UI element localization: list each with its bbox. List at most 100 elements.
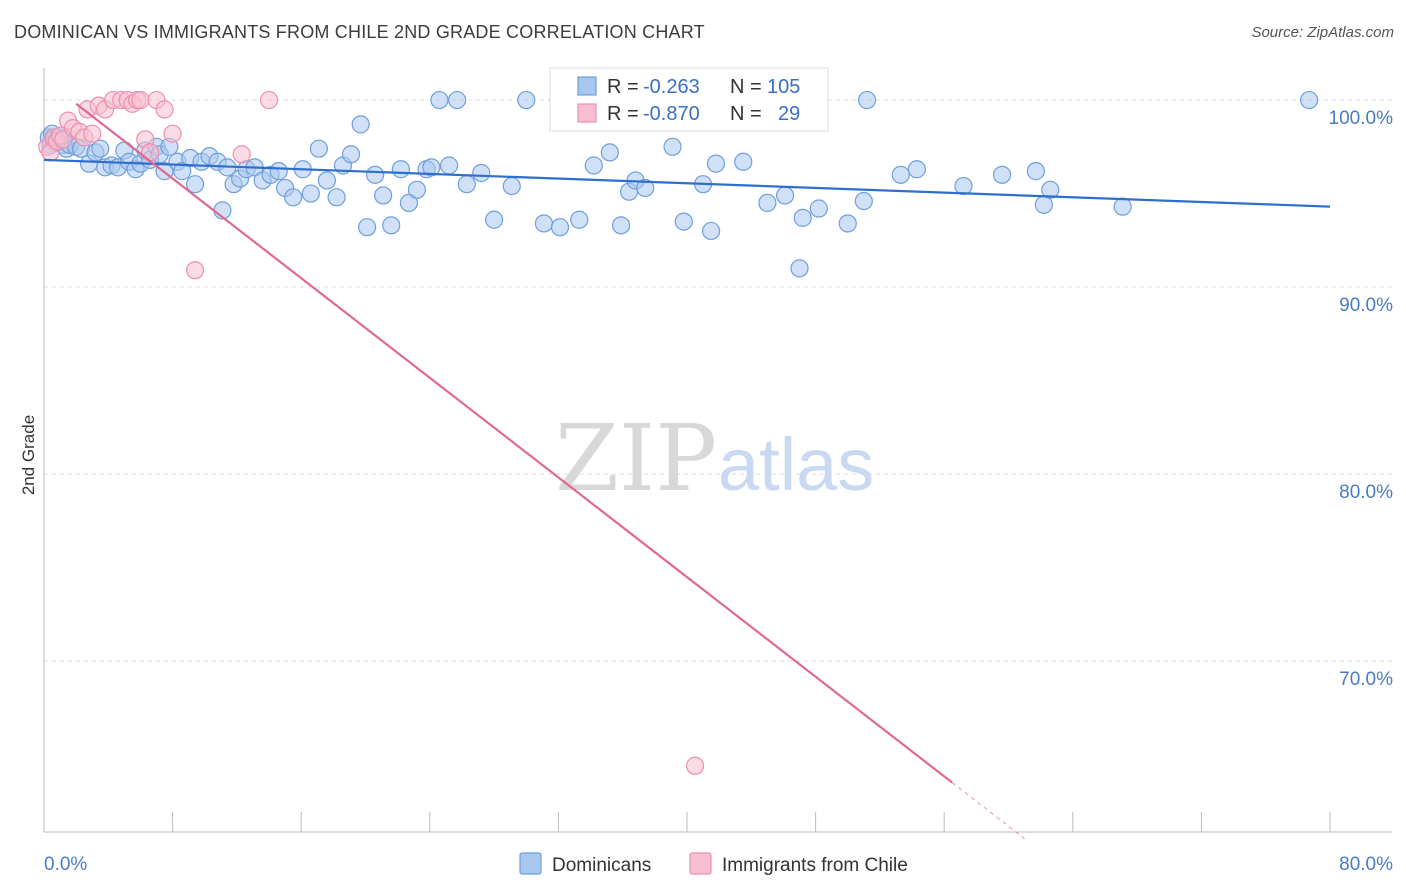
y-tick-label: 80.0% <box>1339 482 1393 503</box>
watermark-zip: ZIP <box>555 405 717 512</box>
dominican-point <box>448 90 467 110</box>
dominican-point <box>173 162 192 181</box>
dominican-point <box>407 180 427 199</box>
chile-point <box>163 124 182 143</box>
chile-point <box>140 143 160 162</box>
dominican-point <box>358 218 377 237</box>
legend-r-label-2: R = <box>607 103 639 125</box>
watermark: ZIP atlas <box>555 405 874 512</box>
dominican-point <box>399 193 419 212</box>
dominican-point <box>430 90 449 110</box>
dominican-point <box>706 154 726 173</box>
dominican-point <box>611 216 631 235</box>
dominican-point <box>439 156 459 175</box>
x-tick-label: 80.0% <box>1339 854 1393 875</box>
chile-point <box>685 756 705 775</box>
chart-title: DOMINICAN VS IMMIGRANTS FROM CHILE 2ND G… <box>14 22 705 42</box>
dominican-point <box>600 143 619 162</box>
chile-point <box>131 90 150 110</box>
chile-point <box>83 124 102 143</box>
y-axis-label: 2nd Grade <box>19 415 38 495</box>
bottom-legend-swatch-dominicans <box>519 852 542 875</box>
dominican-point <box>702 221 721 241</box>
dominican-point <box>472 163 491 183</box>
dominicans-trend-line <box>43 158 1331 208</box>
dominican-point <box>341 145 361 164</box>
dominican-point <box>351 115 370 134</box>
y-tick-label: 100.0% <box>1329 108 1394 129</box>
y-tick-label: 90.0% <box>1339 295 1393 316</box>
dominican-point <box>809 199 828 218</box>
dominican-point <box>907 160 926 179</box>
dominican-point <box>1113 197 1132 216</box>
stats-legend: R = -0.263 N = 105 R = -0.870 N = 29 <box>549 67 829 132</box>
dominican-point <box>854 191 873 211</box>
dominican-point <box>636 178 655 198</box>
dominican-point <box>186 175 205 194</box>
bottom-legend-chile: Immigrants from Chile <box>722 855 908 876</box>
legend-n-value-1: 105 <box>767 76 800 98</box>
dominican-point <box>775 186 795 205</box>
dominican-point <box>366 165 385 184</box>
dominican-point <box>793 208 812 227</box>
dominican-point <box>374 186 393 205</box>
dominican-point <box>663 137 682 156</box>
legend-swatch-chile <box>577 103 597 123</box>
bottom-legend-swatch-chile <box>689 852 712 875</box>
dominican-point <box>838 214 857 233</box>
legend-n-label-1: N = <box>730 76 762 98</box>
dominican-point <box>457 175 476 194</box>
chile-point <box>186 261 205 280</box>
dominican-point <box>550 218 570 237</box>
chile-point <box>155 100 174 119</box>
dominican-point <box>570 210 589 229</box>
chile-trend-line <box>75 102 953 784</box>
dominican-point <box>1300 90 1319 110</box>
points-layer <box>38 90 1319 775</box>
dominican-point <box>534 214 554 233</box>
dominican-point <box>422 158 441 177</box>
chile-point <box>259 90 279 110</box>
dominican-point <box>391 160 410 179</box>
dominican-point <box>91 139 110 158</box>
dominican-point <box>382 216 401 235</box>
bottom-legend-dominicans: Dominicans <box>552 855 651 876</box>
dominican-point <box>1041 180 1060 199</box>
dominican-point <box>317 171 337 190</box>
legend-r-value-2: -0.870 <box>643 103 700 125</box>
legend-r-label-1: R = <box>607 76 639 98</box>
dominican-point <box>584 156 603 175</box>
dominican-point <box>284 188 303 207</box>
watermark-atlas: atlas <box>718 423 874 506</box>
dominican-point <box>674 212 693 231</box>
legend-swatch-dominicans <box>577 76 597 96</box>
bottom-legend: Dominicans Immigrants from Chile <box>519 852 908 876</box>
y-tick-label: 70.0% <box>1339 669 1393 690</box>
trend-layer <box>43 102 1331 840</box>
x-tick-label: 0.0% <box>44 854 87 875</box>
dominican-point <box>790 259 809 278</box>
dominican-point <box>758 193 777 212</box>
ticks-layer: 100.0% 90.0% 80.0% 70.0% 0.0% 80.0% <box>44 108 1393 875</box>
dominican-point <box>891 165 910 184</box>
dominican-point <box>992 165 1012 184</box>
legend-n-label-2: N = <box>730 103 762 125</box>
dominican-point <box>485 210 504 229</box>
dominican-point <box>502 176 521 196</box>
dominican-point <box>1026 162 1045 181</box>
dominican-point <box>857 90 877 110</box>
grid-layer <box>43 68 1392 833</box>
dominican-point <box>734 152 753 171</box>
dominican-point <box>954 176 973 196</box>
legend-n-value-2: 29 <box>778 103 800 125</box>
dominican-point <box>309 139 328 158</box>
dominican-point <box>301 184 320 203</box>
dominican-point <box>517 90 536 110</box>
source-label: Source: ZipAtlas.com <box>1251 24 1394 41</box>
chile-trend-extension <box>951 782 1025 840</box>
legend-r-value-1: -0.263 <box>643 76 700 98</box>
dominican-point <box>327 188 346 207</box>
dominican-point <box>269 162 288 181</box>
chile-point <box>232 145 251 164</box>
